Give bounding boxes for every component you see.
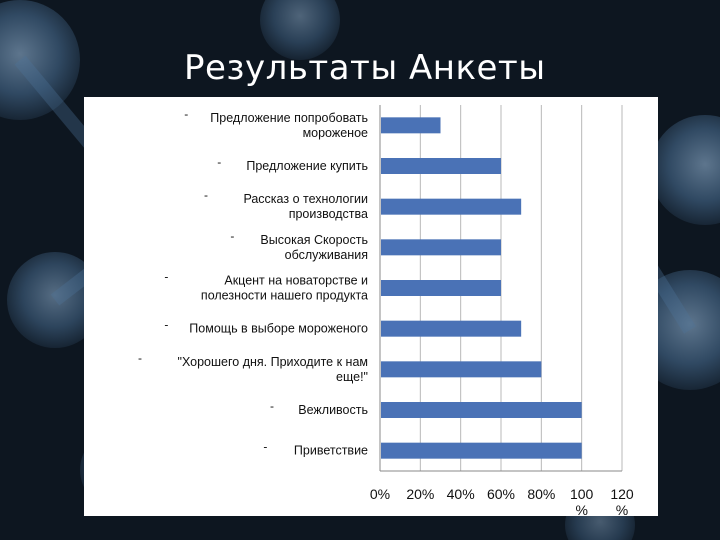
x-tick-label-line: 120: [610, 486, 634, 502]
category-label-line: еще!": [336, 370, 368, 384]
x-tick-label-line: 40%: [447, 486, 475, 502]
category-label-line: обслуживания: [285, 248, 368, 262]
bullet-dash: -: [263, 440, 267, 454]
category-label-line: мороженое: [303, 126, 368, 140]
category-label: Предложение попробовать мороженое: [210, 111, 368, 140]
slide-title: Результаты Анкеты: [184, 48, 546, 88]
bullet-dash: -: [164, 318, 168, 332]
category-label: "Хорошего дня. Приходите к нам еще!": [178, 355, 368, 384]
x-tick-label-line: 20%: [406, 486, 434, 502]
x-tick-label: 60%: [487, 486, 515, 502]
x-tick-label-line: 80%: [527, 486, 555, 502]
bar: [381, 158, 501, 174]
x-tick-label: 0%: [370, 486, 390, 502]
bar: [381, 198, 522, 215]
x-tick-label-line: %: [575, 502, 587, 516]
x-tick-label: 40%: [447, 486, 475, 502]
category-label-line: Помощь в выборе мороженого: [189, 322, 368, 336]
bullet-dash: -: [164, 270, 168, 284]
x-tick-label-line: 100: [570, 486, 594, 502]
bullet-dash: -: [138, 351, 142, 365]
category-label-line: Высокая Скорость: [260, 233, 368, 247]
x-tick-label-line: 60%: [487, 486, 515, 502]
bar: [381, 402, 582, 418]
category-label-line: полезности нашего продукта: [201, 289, 368, 303]
category-label-line: Рассказ о технологии: [243, 192, 368, 206]
category-label-line: Предложение попробовать: [210, 111, 368, 125]
bar: [381, 117, 441, 134]
bullet-dash: -: [184, 107, 188, 121]
bar-chart: Предложение попробовать мороженое - Предлож…: [138, 105, 634, 516]
category-label-line: Вежливость: [298, 403, 368, 417]
bar: [381, 280, 501, 296]
category-label: Вежливость: [298, 403, 368, 417]
bullet-dash: -: [270, 399, 274, 413]
bar: [381, 442, 582, 459]
category-label-line: Приветствие: [294, 444, 368, 458]
category-label-line: Акцент на новаторстве и: [224, 274, 368, 288]
category-label: Высокая Скорость обслуживания: [260, 233, 368, 262]
bar: [381, 320, 522, 337]
bar: [381, 239, 501, 256]
x-tick-label-line: 0%: [370, 486, 390, 502]
x-tick-label: 80%: [527, 486, 555, 502]
x-tick-label-line: %: [616, 502, 628, 516]
bar-chart-panel: Предложение попробовать мороженое - Предлож…: [84, 97, 658, 516]
category-label: Акцент на новаторстве и полезности нашего…: [201, 274, 368, 303]
bullet-dash: -: [204, 188, 208, 202]
category-label: Рассказ о технологии производства: [243, 192, 368, 221]
x-tick-label: 100%: [570, 486, 594, 516]
category-label: Помощь в выборе мороженого: [189, 322, 368, 336]
category-label: Предложение купить: [246, 159, 368, 173]
x-tick-label: 120%: [610, 486, 634, 516]
bullet-dash: -: [217, 155, 221, 169]
category-label-line: Предложение купить: [246, 159, 368, 173]
category-label-line: "Хорошего дня. Приходите к нам: [178, 355, 368, 369]
category-label-line: производства: [289, 207, 368, 221]
category-label: Приветствие: [294, 444, 368, 458]
x-tick-label: 20%: [406, 486, 434, 502]
bullet-dash: -: [230, 229, 234, 243]
bar: [381, 361, 542, 378]
